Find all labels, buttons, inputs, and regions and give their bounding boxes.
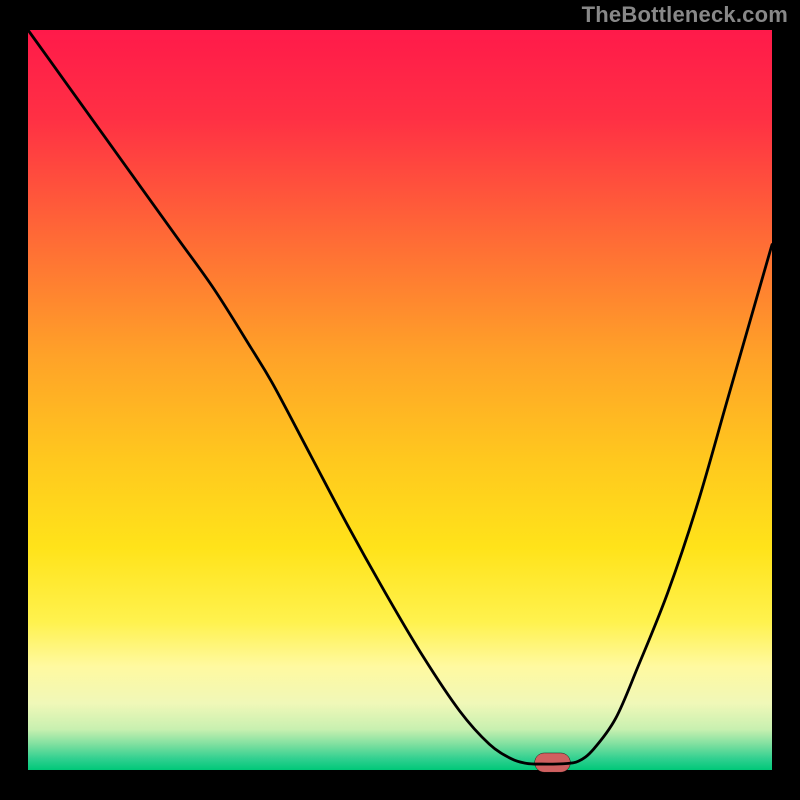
watermark-text: TheBottleneck.com [582, 2, 788, 28]
plot-gradient-background [28, 30, 772, 770]
bottleneck-chart [0, 0, 800, 800]
chart-container: TheBottleneck.com [0, 0, 800, 800]
